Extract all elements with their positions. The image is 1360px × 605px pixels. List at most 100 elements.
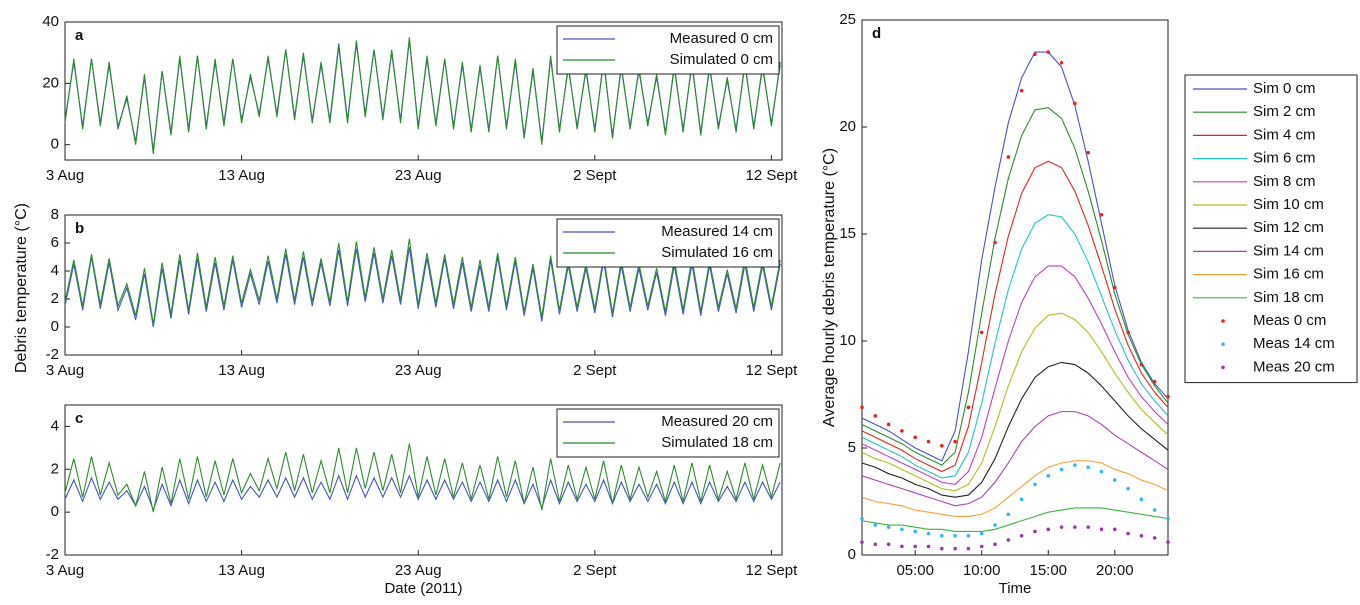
data-dot [1033,52,1037,57]
x-tick-label: 23 Aug [395,362,442,379]
data-dot [953,533,957,538]
series-line [861,460,1169,518]
y-tick-label: 4 [51,417,59,434]
legend-label: Sim 14 cm [1253,242,1324,259]
data-dot [913,544,918,549]
y-tick-label: 2 [51,290,59,307]
data-dot [1126,531,1130,536]
data-dot [1139,497,1144,502]
legend-label: Sim 12 cm [1253,219,1324,236]
data-dot [1086,525,1090,529]
legend-label: Simulated 16 cm [661,244,773,261]
data-dot [1086,150,1090,155]
x-tick-label: 12 Sept [746,362,799,379]
x-tick-label: 13 Aug [218,167,265,184]
legend-label: Sim 10 cm [1253,196,1324,213]
legend-label: Measured 14 cm [661,223,773,240]
x-tick-label: 13 Aug [218,562,265,579]
data-dot [1099,469,1104,474]
data-dot [1073,525,1077,529]
data-dot [1019,533,1024,538]
x-tick-label: 2 Sept [573,562,617,579]
x-tick-label: 20:00 [1096,562,1134,579]
data-dot [886,542,891,547]
data-dot [900,527,904,532]
x-axis-label: Date (2011) [384,580,462,597]
data-dot [900,544,904,549]
y-tick-label: 8 [51,206,59,223]
panel-label: d [872,25,881,42]
y-tick-label: -2 [46,546,59,563]
data-dot [1046,474,1051,478]
data-dot [926,544,931,549]
data-dot [1059,61,1064,65]
x-tick-label: 05:00 [896,562,934,579]
y-tick-label: 0 [848,546,856,563]
data-dot [913,529,918,534]
series-line [861,51,1169,462]
data-dot [1033,482,1037,487]
data-dot [913,435,918,440]
legend-label: Sim 18 cm [1253,289,1324,306]
legend-label: Meas 0 cm [1253,312,1326,329]
y-tick-label: 40 [42,13,59,30]
legend-label: Sim 16 cm [1253,266,1324,283]
data-dot [1126,486,1130,491]
series-line [64,37,781,154]
data-dot [940,444,944,448]
data-dot [966,405,971,410]
legend-swatch [1221,319,1225,323]
series-line [64,474,781,512]
y-tick-label: 25 [839,11,856,28]
legend-label: Simulated 18 cm [661,434,773,451]
x-tick-label: 3 Aug [46,362,84,379]
data-dot [979,330,984,335]
data-dot [940,546,944,551]
panel-label: b [75,220,84,237]
series-line [64,238,781,325]
data-dot [1112,478,1117,482]
y-tick-label: 6 [51,234,59,251]
legend-label: Sim 6 cm [1253,150,1316,167]
data-dot [886,525,891,529]
panel-label: a [75,27,84,44]
legend-label: Measured 20 cm [661,413,773,430]
legend-swatch [1221,365,1225,370]
series-line [861,507,1169,533]
y-tick-label: 0 [51,136,59,153]
x-tick-label: 10:00 [963,562,1001,579]
legend-label: Sim 4 cm [1253,126,1316,143]
series-line [861,107,1169,466]
data-dot [1152,536,1157,540]
y-tick-label: 0 [51,503,59,520]
data-dot [886,422,891,427]
data-dot [1099,527,1104,532]
legend-box [556,408,780,458]
data-dot [979,531,984,536]
data-dot [1019,88,1024,93]
legend-box [556,25,780,75]
plot-frame [64,404,783,556]
data-dot [993,542,997,547]
legend-label: Meas 14 cm [1253,335,1335,352]
y-axis-label: Debris temperature (°C) [13,203,30,373]
x-tick-label: 23 Aug [395,167,442,184]
data-dot [860,516,864,521]
y-tick-label: 5 [848,439,856,456]
data-dot [1006,512,1011,517]
legend-label: Meas 20 cm [1253,358,1335,375]
y-tick-label: 4 [51,262,59,279]
x-tick-label: 23 Aug [395,562,442,579]
x-tick-label: 12 Sept [746,562,799,579]
x-tick-label: 13 Aug [218,362,265,379]
data-dot [1073,463,1077,467]
data-dot [1046,50,1051,54]
data-dot [900,429,904,433]
y-tick-label: 15 [839,225,856,242]
data-dot [1019,497,1024,502]
data-dot [873,523,878,527]
legend-label: Sim 2 cm [1253,103,1316,120]
data-dot [979,544,984,549]
x-axis-label: Time [999,580,1032,597]
